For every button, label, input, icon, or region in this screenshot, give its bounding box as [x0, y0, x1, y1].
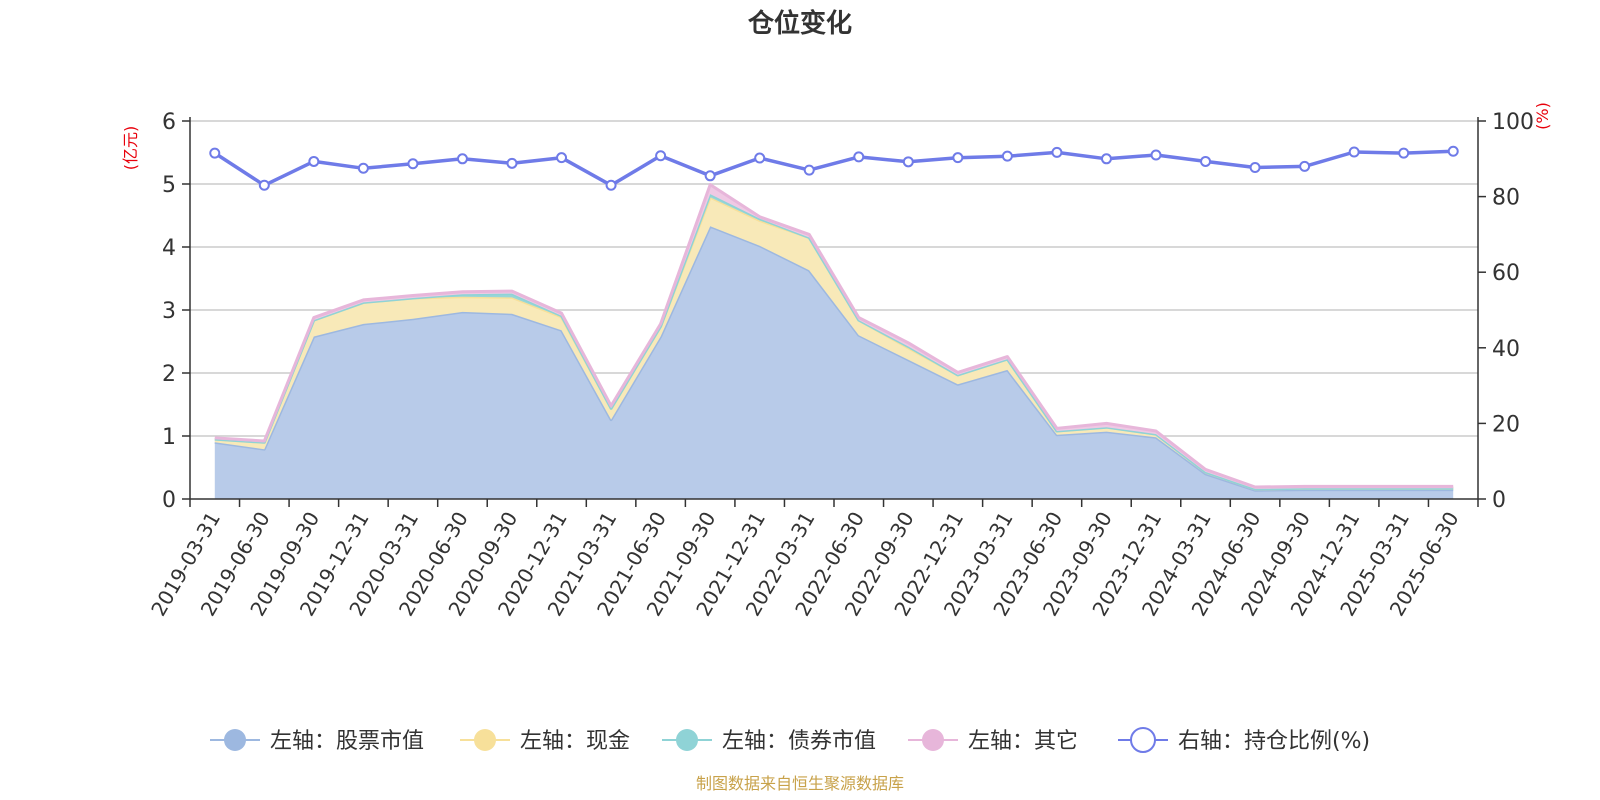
legend-label: 左轴：现金: [520, 729, 630, 754]
ratio-point: [704, 170, 716, 182]
ratio-line: [213, 149, 1454, 188]
right-axis-tick-label: 60: [1492, 261, 1520, 286]
left-axis-tick-label: 6: [162, 110, 176, 135]
right-axis-tick-label: 20: [1492, 412, 1520, 437]
ratio-point: [1398, 147, 1410, 159]
ratio-point: [1100, 153, 1112, 165]
ratio-point: [1299, 160, 1311, 172]
ratio-point: [853, 151, 865, 163]
left-axis-tick-label: 3: [162, 299, 176, 324]
legend-marker: [922, 729, 944, 751]
legend-label: 左轴：债券市值: [722, 729, 876, 754]
right-axis-tick-label: 100: [1492, 110, 1534, 135]
ratio-point: [605, 179, 617, 191]
left-axis-tick-label: 4: [162, 236, 176, 261]
ratio-point: [1150, 149, 1162, 161]
legend-marker: [1130, 727, 1156, 753]
data-source-note: 制图数据来自恒生聚源数据库: [696, 774, 904, 793]
ratio-point: [407, 158, 419, 170]
ratio-point: [209, 147, 221, 159]
ratio-point: [655, 150, 667, 162]
ratio-point: [1348, 146, 1360, 158]
ratio-point: [308, 155, 320, 167]
ratio-point: [258, 179, 270, 191]
left-axis-unit: (亿元): [121, 126, 140, 171]
ratio-point: [506, 157, 518, 169]
left-axis-tick-label: 0: [162, 488, 176, 513]
left-axis-tick-label: 2: [162, 362, 176, 387]
ratio-point: [803, 164, 815, 176]
ratio-point: [456, 153, 468, 165]
legend-label: 左轴：股票市值: [270, 729, 424, 754]
ratio-point: [1447, 145, 1459, 157]
ratio-point: [754, 152, 766, 164]
right-axis-tick-label: 40: [1492, 337, 1520, 362]
ratio-point: [1051, 146, 1063, 158]
right-axis-tick-label: 80: [1492, 186, 1520, 211]
legend-marker: [224, 729, 246, 751]
ratio-point: [952, 152, 964, 164]
ratio-point: [556, 152, 568, 164]
left-axis-tick-label: 5: [162, 173, 176, 198]
legend: 左轴：股票市值 左轴：现金 左轴：债券市值 左轴：其它 右轴：持仓比例(%): [210, 727, 1370, 754]
legend-marker: [474, 729, 496, 751]
stacked-areas: [214, 183, 1454, 499]
right-axis-unit: (%): [1533, 102, 1552, 130]
right-axis-tick-label: 0: [1492, 488, 1506, 513]
legend-label: 左轴：其它: [968, 729, 1078, 754]
area-左轴：股票市值: [214, 226, 1454, 499]
ratio-point: [902, 156, 914, 168]
ratio-point: [1001, 150, 1013, 162]
legend-label: 右轴：持仓比例(%): [1178, 729, 1370, 754]
legend-marker: [676, 729, 698, 751]
area-edge-左轴：其它: [214, 183, 1454, 489]
chart-title: 仓位变化: [747, 8, 852, 39]
holding-ratio-line: [209, 145, 1459, 191]
ratio-point: [357, 162, 369, 174]
left-axis-tick-label: 1: [162, 425, 176, 450]
ratio-point: [1200, 155, 1212, 167]
ratio-point: [1249, 161, 1261, 173]
